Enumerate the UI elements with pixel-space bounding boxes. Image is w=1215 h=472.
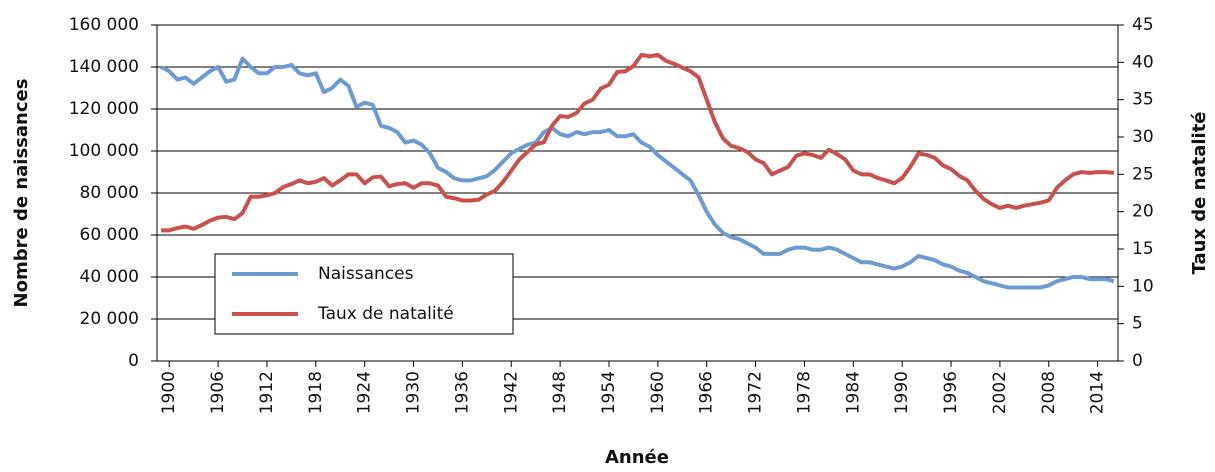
series-line [161,52,1115,233]
x-tick-label: 1972 [746,371,766,414]
y2-tick-label: 30 [1132,127,1154,147]
y2-tick-label: 20 [1132,202,1154,222]
x-tick-label: 1978 [794,371,814,414]
legend-box [214,253,514,335]
x-tick-label: 1912 [257,371,277,414]
y-tick-label: 160 000 [69,15,139,35]
x-tick-label: 2008 [1039,371,1059,414]
x-tick-label: 2014 [1088,371,1108,414]
x-tick-label: 1906 [208,371,228,414]
y-tick-label: 120 000 [69,99,139,119]
x-tick-label: 1942 [501,371,521,414]
x-tick-label: 1900 [159,371,179,414]
x-tick-label: 1984 [843,371,863,414]
y-tick-label: 100 000 [69,141,139,161]
y2-tick-label: 45 [1132,15,1154,35]
x-tick-label: 1924 [355,371,375,414]
x-tick-label: 1918 [306,371,326,414]
y2-tick-label: 10 [1132,276,1154,296]
y2-axis-title: Taux de natalité [1189,111,1210,274]
series-line [160,56,1115,290]
y-tick-label: 80 000 [80,183,139,203]
x-tick-label: 1966 [697,371,717,414]
y-axis-title: Nombre de naissances [11,79,32,308]
x-tick-label: 1990 [892,371,912,414]
x-tick-label: 1930 [404,371,424,414]
x-axis-title: Année [605,447,669,468]
y2-tick-label: 40 [1132,52,1154,72]
y-tick-label: 140 000 [69,57,139,77]
y2-tick-label: 0 [1132,351,1143,371]
y-tick-label: 40 000 [80,267,139,287]
y2-tick-label: 35 [1132,90,1154,110]
x-tick-label: 1936 [452,371,472,414]
x-tick-label: 1996 [941,371,961,414]
y-tick-label: 60 000 [80,225,139,245]
legend-label: Taux de natalité [317,304,454,324]
y-tick-label: 0 [128,351,139,371]
y-tick-label: 20 000 [80,309,139,329]
y2-tick-label: 25 [1132,164,1154,184]
y2-tick-label: 5 [1132,314,1143,334]
x-tick-label: 2002 [990,371,1010,414]
x-tick-label: 1954 [599,371,619,414]
x-tick-label: 1948 [550,371,570,414]
legend-label: Naissances [318,264,414,284]
y2-tick-label: 15 [1132,239,1154,259]
x-tick-label: 1960 [648,371,668,414]
